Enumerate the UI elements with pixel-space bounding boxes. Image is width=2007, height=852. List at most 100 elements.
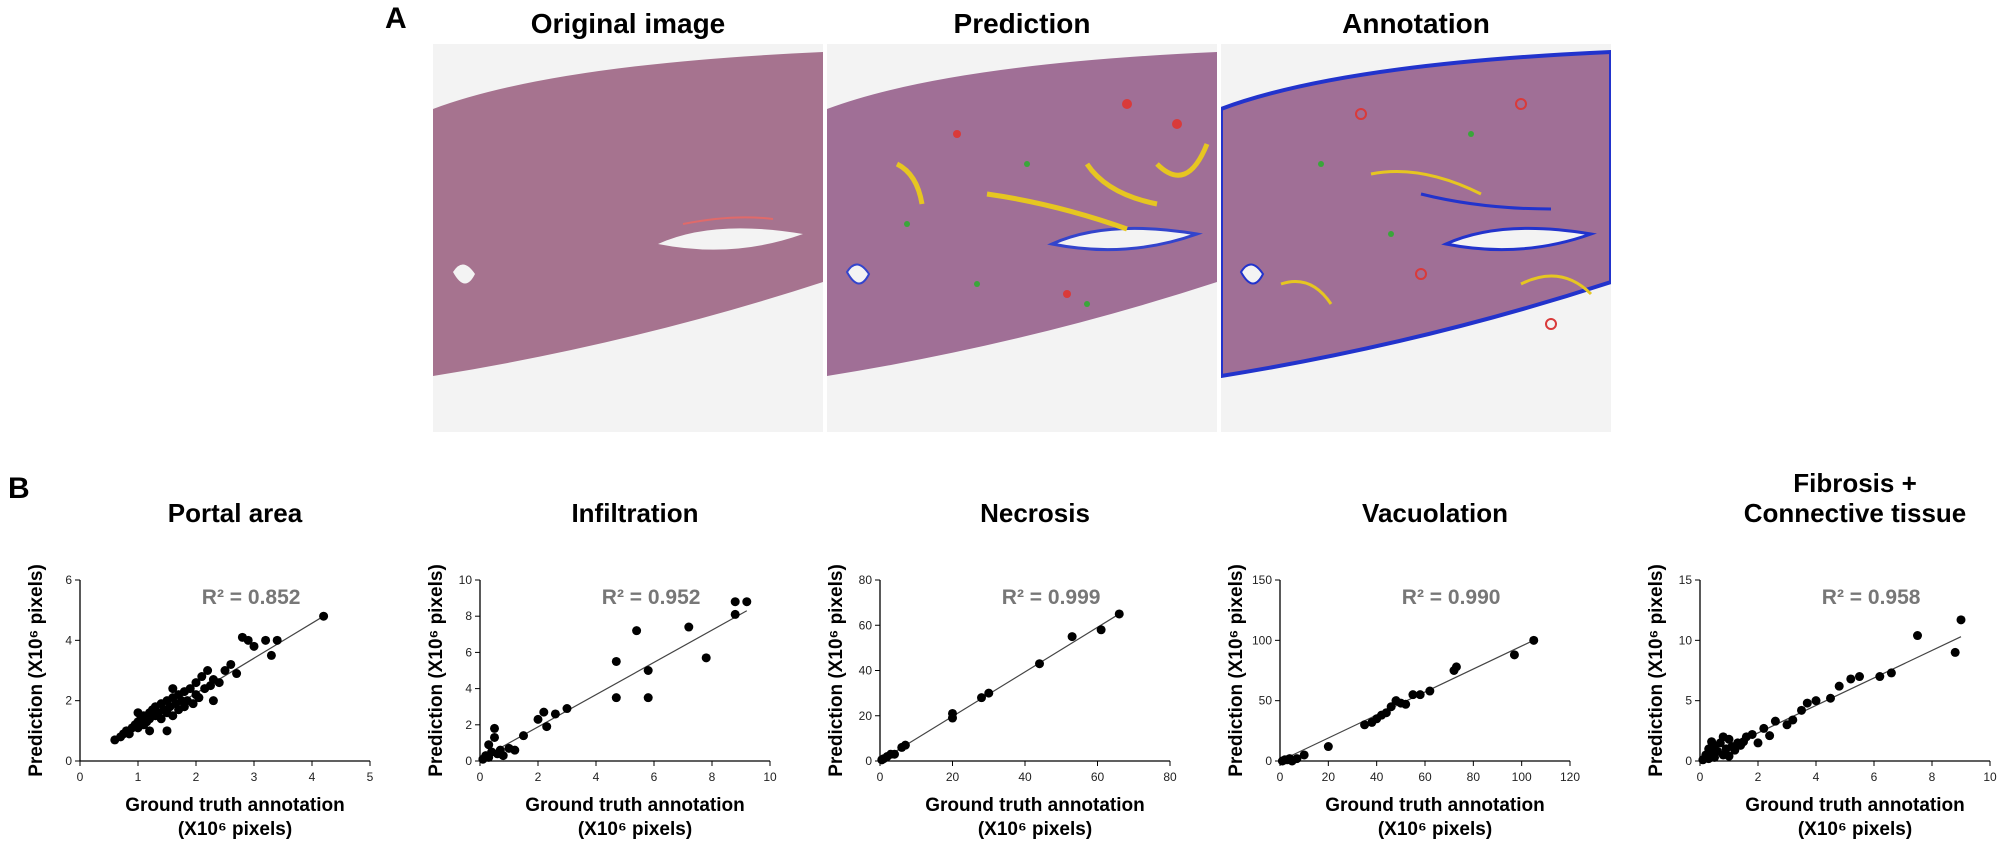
data-point — [900, 740, 910, 750]
y-axis-label: Prediction (X10⁶ pixels) — [1226, 564, 1247, 777]
y-tick-label: 4 — [65, 633, 72, 647]
x-tick-label: 0 — [1277, 770, 1284, 784]
data-point — [319, 611, 329, 621]
y-tick-label: 10 — [1679, 633, 1693, 647]
data-point — [1323, 742, 1333, 752]
chart-title: Portal area — [168, 498, 303, 528]
data-point — [1035, 659, 1044, 669]
data-point — [1765, 731, 1775, 741]
data-point — [533, 714, 543, 724]
x-tick-label: 0 — [477, 770, 484, 784]
x-tick-label: 4 — [309, 770, 316, 784]
data-point — [1956, 615, 1966, 625]
data-point — [1401, 699, 1411, 709]
x-tick-label: 20 — [946, 770, 960, 784]
original-image — [433, 44, 823, 432]
x-tick-label: 10 — [1983, 770, 1997, 784]
regression-line — [1279, 638, 1537, 762]
data-point — [742, 597, 752, 607]
data-point — [133, 708, 143, 718]
data-point — [542, 722, 552, 732]
chart-portal-area: Portal area 0 1 2 3 4 5 0 2 4 6 Ground truth annota… — [0, 470, 380, 847]
x-axis-label: Ground truth annotation — [125, 795, 345, 816]
chart-title: Necrosis — [980, 498, 1090, 528]
y-tick-label: 0 — [1265, 754, 1272, 768]
y-tick-label: 0 — [65, 754, 72, 768]
data-point — [185, 684, 195, 694]
data-point — [272, 635, 282, 645]
y-tick-label: 4 — [465, 682, 472, 696]
y-tick-label: 60 — [859, 618, 873, 632]
y-tick-label: 50 — [1259, 694, 1273, 708]
prediction-image — [827, 44, 1217, 432]
r-squared-label: R² = 0.952 — [602, 586, 701, 609]
data-point — [1299, 750, 1309, 760]
x-tick-label: 80 — [1467, 770, 1481, 784]
data-point — [168, 684, 178, 694]
x-axis-label: (X10⁶ pixels) — [1378, 819, 1492, 840]
x-tick-label: 0 — [1697, 770, 1704, 784]
data-point — [643, 693, 653, 703]
data-point — [1707, 737, 1717, 747]
x-tick-label: 120 — [1560, 770, 1580, 784]
data-point — [1292, 754, 1302, 764]
x-tick-label: 6 — [651, 770, 658, 784]
data-point — [203, 666, 213, 675]
chart-title: Vacuolation — [1362, 498, 1508, 528]
data-point — [550, 709, 560, 719]
chart-vacuolation: Vacuolation 0 20 40 60 80 100 120 0 50 100 150 Groun… — [1200, 470, 1580, 847]
y-axis-label: Prediction (X10⁶ pixels) — [1646, 564, 1667, 777]
data-point — [1753, 738, 1763, 748]
data-point — [1724, 751, 1734, 761]
scatter-plot: Necrosis 0 20 40 60 80 0 20 40 60 80 Ground truth a… — [826, 498, 1177, 840]
data-point — [232, 669, 242, 679]
data-point — [1846, 674, 1856, 684]
x-axis-label: (X10⁶ pixels) — [978, 819, 1092, 840]
data-point — [1950, 647, 1960, 657]
data-point — [977, 693, 986, 703]
data-point — [890, 749, 899, 759]
x-tick-label: 40 — [1370, 770, 1384, 784]
scatter-plot: Vacuolation 0 20 40 60 80 100 120 0 50 100 150 Groun… — [1226, 498, 1580, 840]
data-point — [243, 635, 253, 645]
data-point — [1360, 720, 1370, 730]
x-axis-label: Ground truth annotation — [925, 795, 1145, 816]
data-point — [1114, 609, 1124, 619]
data-point — [1802, 698, 1812, 708]
data-point — [519, 731, 528, 741]
data-point — [1834, 681, 1844, 691]
data-point — [984, 688, 994, 698]
data-point — [194, 693, 204, 703]
y-tick-label: 150 — [1252, 573, 1272, 587]
panel-a-letter: A — [385, 2, 407, 35]
data-point — [539, 707, 549, 717]
y-axis-label: Prediction (X10⁶ pixels) — [26, 564, 47, 777]
x-tick-label: 6 — [1871, 770, 1878, 784]
data-point — [191, 678, 201, 688]
y-tick-label: 2 — [65, 694, 72, 708]
data-point — [1759, 723, 1769, 733]
data-point — [226, 659, 236, 669]
data-point — [1415, 690, 1425, 700]
x-axis-label: (X10⁶ pixels) — [578, 819, 692, 840]
data-point — [730, 609, 740, 619]
x-axis-label: (X10⁶ pixels) — [1798, 819, 1912, 840]
data-point — [1386, 702, 1396, 712]
x-tick-label: 80 — [1163, 770, 1177, 784]
data-point — [1797, 705, 1806, 715]
y-tick-label: 10 — [459, 573, 473, 587]
x-tick-label: 60 — [1418, 770, 1432, 784]
data-point — [249, 641, 259, 651]
data-point — [1529, 635, 1539, 645]
data-point — [1381, 708, 1391, 718]
x-tick-label: 2 — [1755, 770, 1762, 784]
data-point — [145, 726, 155, 736]
x-tick-label: 4 — [1813, 770, 1820, 784]
x-tick-label: 2 — [535, 770, 542, 784]
y-tick-label: 100 — [1252, 633, 1272, 647]
y-axis-label: Prediction (X10⁶ pixels) — [826, 564, 847, 777]
y-tick-label: 5 — [1685, 694, 1692, 708]
x-tick-label: 0 — [877, 770, 884, 784]
r-squared-label: R² = 0.999 — [1002, 586, 1101, 609]
data-point — [611, 656, 621, 666]
